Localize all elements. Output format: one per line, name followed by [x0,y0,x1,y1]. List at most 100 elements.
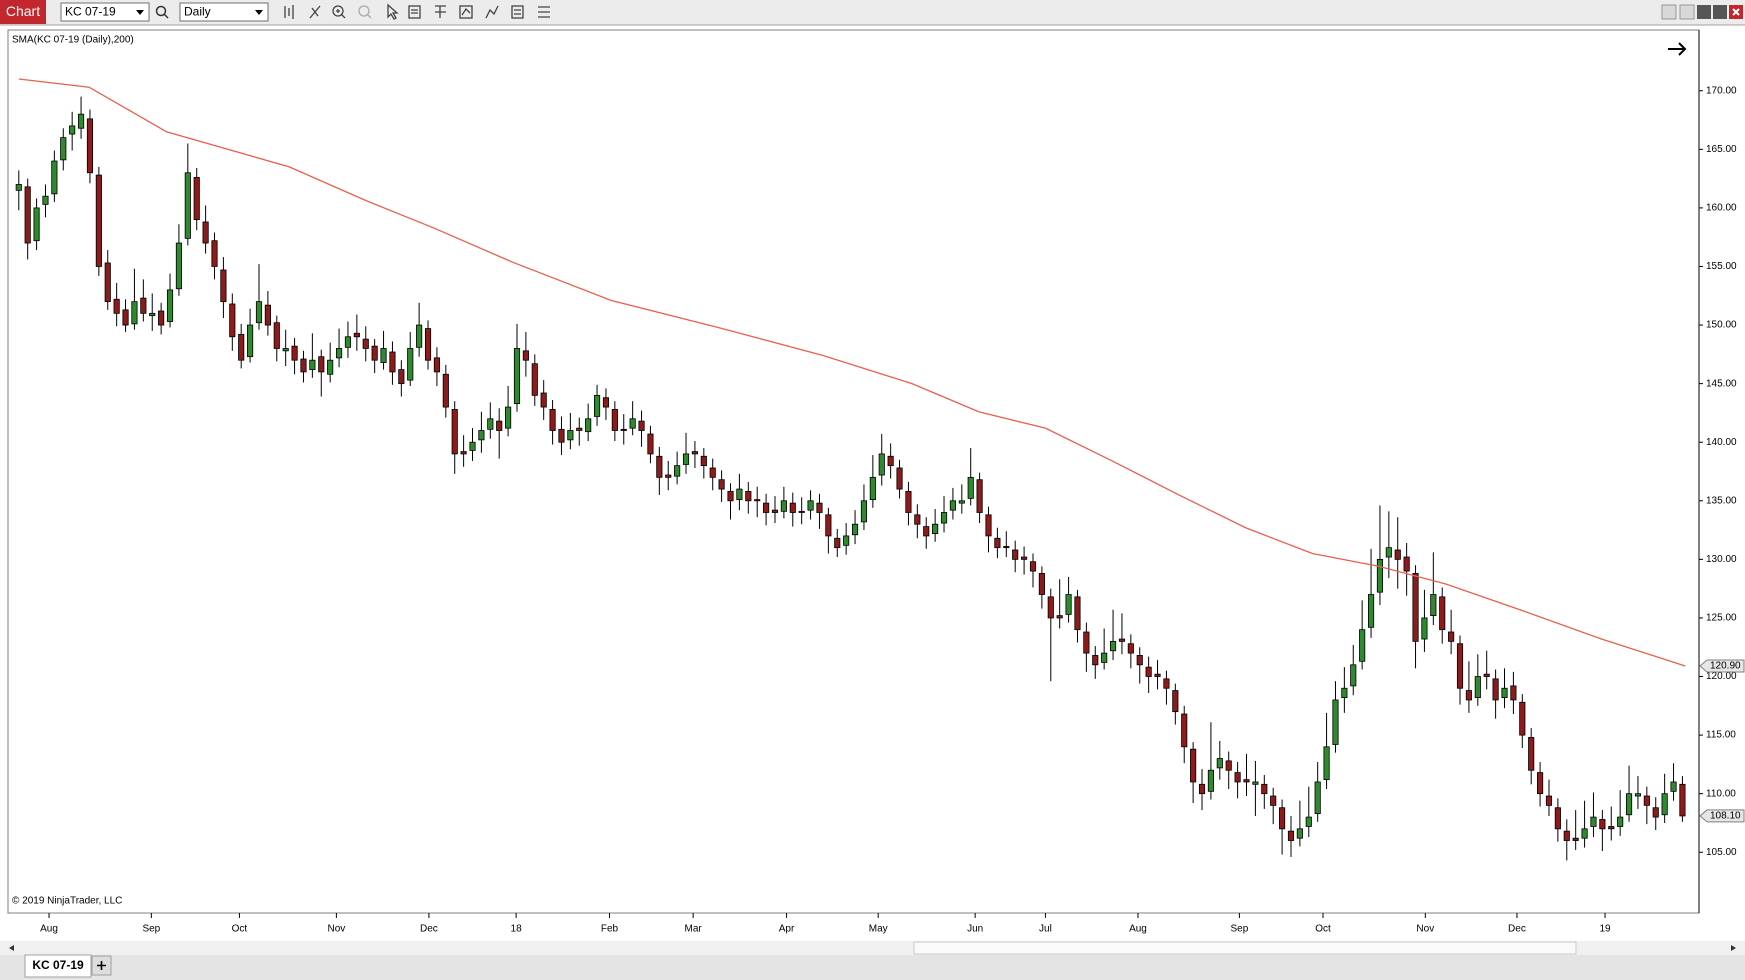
candle-body [763,502,770,513]
x-tick-label: Sep [1230,924,1248,935]
copyright: © 2019 NinjaTrader, LLC [12,896,122,907]
candle-body [1385,547,1392,558]
candle-body [131,301,138,325]
candle-body [505,406,512,429]
candle-body [1483,673,1490,677]
candle-body [1563,830,1570,841]
candle-body [255,301,263,324]
candle-body [1510,685,1517,701]
candle-body [77,113,85,129]
candle-body [60,137,67,161]
price-marker-label: 120.90 [1710,661,1741,672]
candle-body [1376,558,1384,593]
tab[interactable] [24,954,92,978]
candle-body [398,369,405,385]
price-marker [1699,659,1745,673]
x-tick-label: 19 [1599,924,1611,935]
candle-body [727,491,734,502]
candle-body [682,453,690,465]
candle-body [1056,615,1063,619]
candle-body [878,453,885,476]
search-icon[interactable] [155,5,167,17]
candle-body [1305,816,1312,827]
price-marker [1699,809,1745,823]
x-tick-label: Sep [142,924,160,935]
candle-body [1341,687,1348,699]
x-tick-label: 18 [511,924,523,935]
candle-body [709,467,716,478]
candle-body [674,465,681,477]
candle-body [1190,748,1197,783]
candle-body [1029,561,1037,572]
candle-body [1617,816,1624,827]
candle-body [736,488,743,501]
x-tick-label: Nov [327,924,345,935]
y-tick-label: 140.00 [1706,437,1737,448]
candle-body [478,430,485,441]
search-icon-handle [163,13,169,19]
dropdown-arrow [255,10,263,15]
candle-body [1492,678,1499,701]
toolbar-icons[interactable] [284,3,550,20]
window-buttons[interactable] [1661,4,1743,20]
x-tick-label: May [869,924,888,935]
candle-body [1118,638,1126,642]
candle-body [451,409,458,455]
x-tick-label: Dec [1508,924,1526,935]
candle-body [1065,594,1072,615]
candle-body [1519,701,1526,736]
candle-body [949,500,956,511]
candle-body [424,328,432,361]
price-marker-label: 108.10 [1710,811,1741,822]
candle-body [1679,783,1686,817]
x-tick-label: Aug [1129,924,1147,935]
candle-body [1465,690,1472,701]
candle-body [1083,631,1090,654]
candle-body [620,428,627,431]
candle-body [513,348,521,404]
candle-body [460,451,467,455]
candle-body [585,418,592,433]
candle-body [220,269,227,303]
y-tick-label: 145.00 [1706,378,1737,389]
window-title-box[interactable] [0,0,46,24]
candle-body [1038,573,1045,595]
candle-body [1403,556,1410,572]
candle-body [15,184,22,191]
candle-body [238,334,245,361]
candle-body [1599,819,1606,830]
candle-body [166,289,174,322]
y-tick-label: 160.00 [1706,203,1737,214]
candle-body [1154,673,1161,677]
candle-body [593,394,601,417]
candle-body [718,479,725,490]
candle-body [611,409,618,431]
candle-body [1456,643,1464,689]
x-tick-label: Oct [232,924,248,935]
instrument-select[interactable] [60,2,150,22]
x-tick-label: Nov [1416,924,1434,935]
plot-frame [7,29,1700,914]
candle-body [1261,783,1268,795]
candle-body [638,420,645,431]
y-tick-label: 120.00 [1706,671,1737,682]
candle-body [380,348,387,363]
candle-body [1109,640,1117,652]
scroll-to-end-arrow[interactable] [1668,42,1687,56]
candle-body [1652,807,1659,818]
candle-body [1412,573,1419,642]
candle-body [33,207,40,242]
candle-body [193,177,200,221]
x-tick-label: Dec [420,924,438,935]
y-tick-label: 115.00 [1706,730,1736,741]
candle-body [1136,655,1143,666]
y-tick-label: 130.00 [1706,554,1737,565]
candle-body [247,324,254,358]
candle-body [184,172,191,239]
candle-body [851,523,859,536]
scrollbar-thumb[interactable] [913,941,1577,955]
candle-body [1608,826,1615,830]
interval-select[interactable] [179,2,269,22]
candle-body [1287,830,1295,841]
